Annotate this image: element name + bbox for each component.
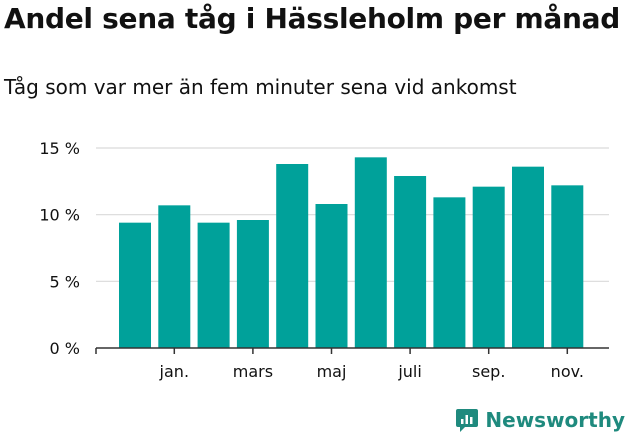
bar-juli [394, 176, 427, 348]
x-tick-label: maj [317, 362, 347, 381]
x-tick-label: sep. [472, 362, 505, 381]
x-axis-labels: jan. mars maj juli sep. nov. [159, 362, 584, 381]
bar-jan. [158, 205, 191, 348]
y-tick-label: 10 % [39, 206, 80, 225]
x-axis [95, 347, 609, 354]
x-tick-label: mars [233, 362, 273, 381]
bar-nov. [551, 185, 584, 348]
bar-feb. [197, 222, 230, 348]
x-tick-label: jan. [159, 362, 189, 381]
chart-subtitle: Tåg som var mer än fem minuter sena vid … [4, 75, 517, 99]
chart-title: Andel sena tåg i Hässleholm per månad [4, 2, 621, 35]
bar-apr. [276, 164, 309, 348]
y-tick-label: 0 % [50, 339, 80, 358]
bar-sep. [472, 186, 505, 348]
bar-juni [354, 157, 387, 348]
y-tick-label: 5 % [50, 272, 80, 291]
bar-dec. [119, 222, 151, 348]
x-tick-label: nov. [551, 362, 584, 381]
x-tick-label: juli [397, 362, 421, 381]
y-axis-labels: 0 % 5 % 10 % 15 % [39, 139, 80, 358]
bars [119, 157, 584, 348]
bar-mars [236, 220, 269, 348]
newsworthy-logo-icon [456, 409, 479, 432]
logo-text: Newsworthy [485, 408, 625, 432]
bar-aug. [433, 197, 466, 348]
bar-maj [315, 204, 348, 348]
y-tick-label: 15 % [39, 139, 80, 158]
bar-okt. [512, 166, 544, 348]
newsworthy-logo: Newsworthy [455, 407, 625, 433]
